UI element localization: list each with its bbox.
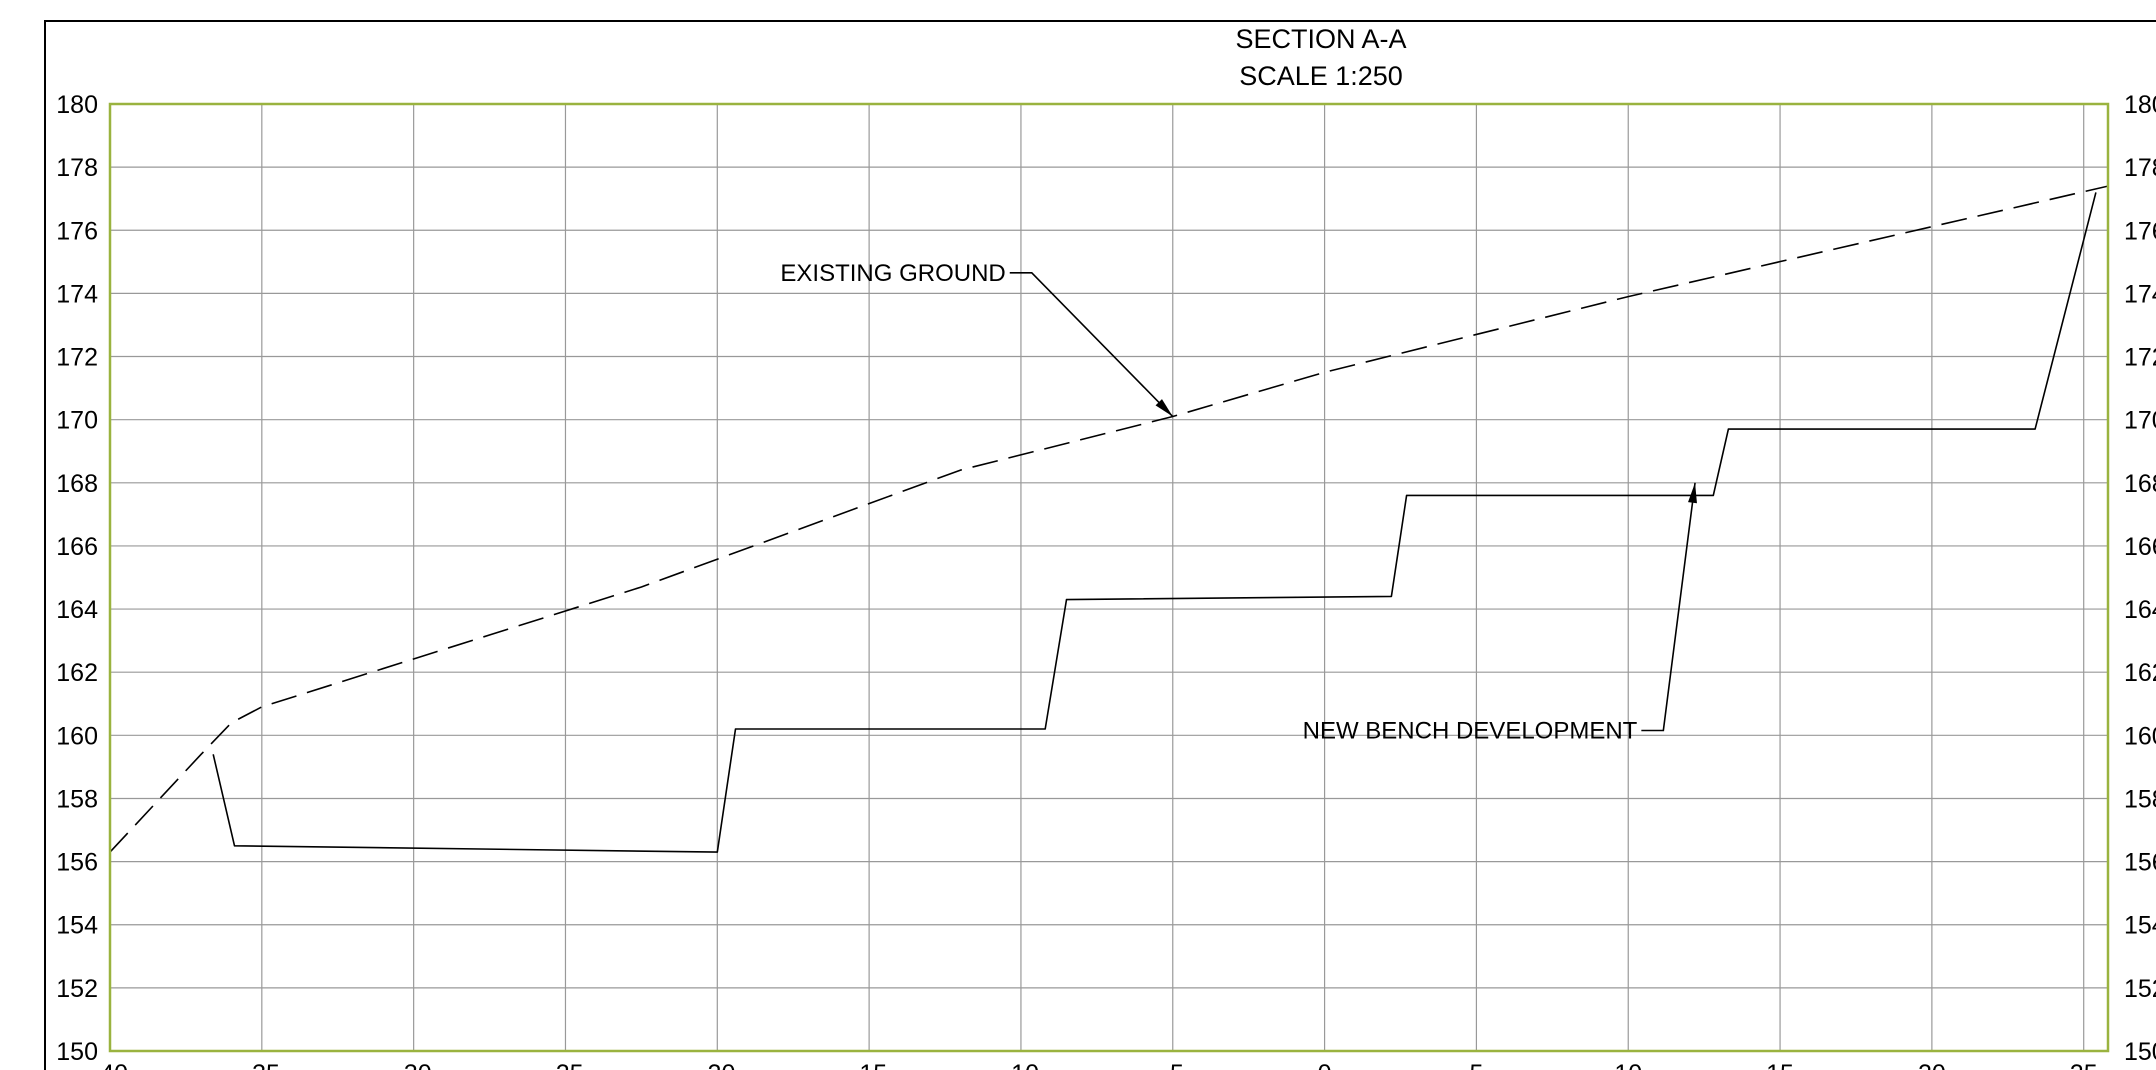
x-tick-label: 5 <box>1469 1060 1483 1070</box>
y-tick-label-right: 172 <box>2124 344 2156 372</box>
y-tick-label-left: 172 <box>56 344 98 372</box>
y-tick-label-right: 166 <box>2124 533 2156 561</box>
y-tick-label-left: 164 <box>56 596 98 624</box>
x-tick-label: -25 <box>547 1060 583 1070</box>
x-tick-label: 25 <box>2070 1060 2098 1070</box>
y-tick-label-right: 150 <box>2124 1038 2156 1066</box>
y-tick-label-right: 152 <box>2124 975 2156 1003</box>
annotation-arrowhead <box>1688 482 1697 504</box>
annotation-label: NEW BENCH DEVELOPMENT <box>1303 717 1638 744</box>
x-tick-label: 0 <box>1318 1060 1332 1070</box>
x-tick-label: -15 <box>851 1060 887 1070</box>
annotation-leader <box>1641 482 1696 732</box>
x-tick-label: -10 <box>1003 1060 1039 1070</box>
x-tick-label: 15 <box>1766 1060 1794 1070</box>
y-tick-label-right: 180 <box>2124 91 2156 119</box>
annotation-leader <box>1009 271 1174 418</box>
x-tick-label: -5 <box>1162 1060 1184 1070</box>
annotation-label: EXISTING GROUND <box>780 260 1005 287</box>
y-tick-label-right: 176 <box>2124 217 2156 245</box>
x-tick-label: -30 <box>396 1060 432 1070</box>
y-tick-label-left: 160 <box>56 722 98 750</box>
x-tick-label: 10 <box>1614 1060 1642 1070</box>
tick-labels: -40 -35 -30 -25 -20 -15 -10 -5 0 5 10 15 20 25 150 150 1… <box>56 91 2156 1070</box>
y-tick-label-right: 158 <box>2124 785 2156 813</box>
bench-profile-line <box>212 192 2097 853</box>
y-tick-label-right: 168 <box>2124 470 2156 498</box>
annotation-arrowhead <box>1155 399 1173 417</box>
y-tick-label-left: 152 <box>56 975 98 1003</box>
y-tick-label-right: 154 <box>2124 912 2156 940</box>
y-tick-label-left: 168 <box>56 470 98 498</box>
y-tick-label-left: 162 <box>56 659 98 687</box>
x-tick-label: 20 <box>1918 1060 1946 1070</box>
y-tick-label-right: 160 <box>2124 722 2156 750</box>
grid <box>109 103 2108 1052</box>
x-tick-label: -40 <box>92 1060 128 1070</box>
x-tick-label: -35 <box>244 1060 280 1070</box>
y-tick-label-right: 170 <box>2124 407 2156 435</box>
y-tick-label-left: 156 <box>56 849 98 877</box>
y-tick-label-right: 162 <box>2124 659 2156 687</box>
x-tick-label: -20 <box>699 1060 735 1070</box>
y-tick-label-left: 174 <box>56 280 98 308</box>
existing-ground-line <box>110 185 2108 853</box>
y-tick-label-left: 150 <box>56 1038 98 1066</box>
y-tick-label-right: 174 <box>2124 280 2156 308</box>
y-tick-label-left: 166 <box>56 533 98 561</box>
y-tick-label-left: 158 <box>56 785 98 813</box>
y-tick-label-right: 178 <box>2124 154 2156 182</box>
series-layer <box>110 185 2108 853</box>
y-tick-label-left: 176 <box>56 217 98 245</box>
y-tick-label-right: 156 <box>2124 849 2156 877</box>
drawing-frame <box>44 20 2156 1070</box>
chart-subtitle: SCALE 1:250 <box>1239 61 1403 91</box>
plot-area-border <box>108 102 2110 1053</box>
y-tick-label-left: 178 <box>56 154 98 182</box>
y-tick-label-right: 164 <box>2124 596 2156 624</box>
y-tick-label-left: 170 <box>56 407 98 435</box>
annotations: EXISTING GROUND NEW BENCH DEVELOPMENT <box>780 260 1697 744</box>
y-tick-label-left: 180 <box>56 91 98 119</box>
y-tick-label-left: 154 <box>56 912 98 940</box>
chart-title: SECTION A-A <box>1235 24 1406 54</box>
